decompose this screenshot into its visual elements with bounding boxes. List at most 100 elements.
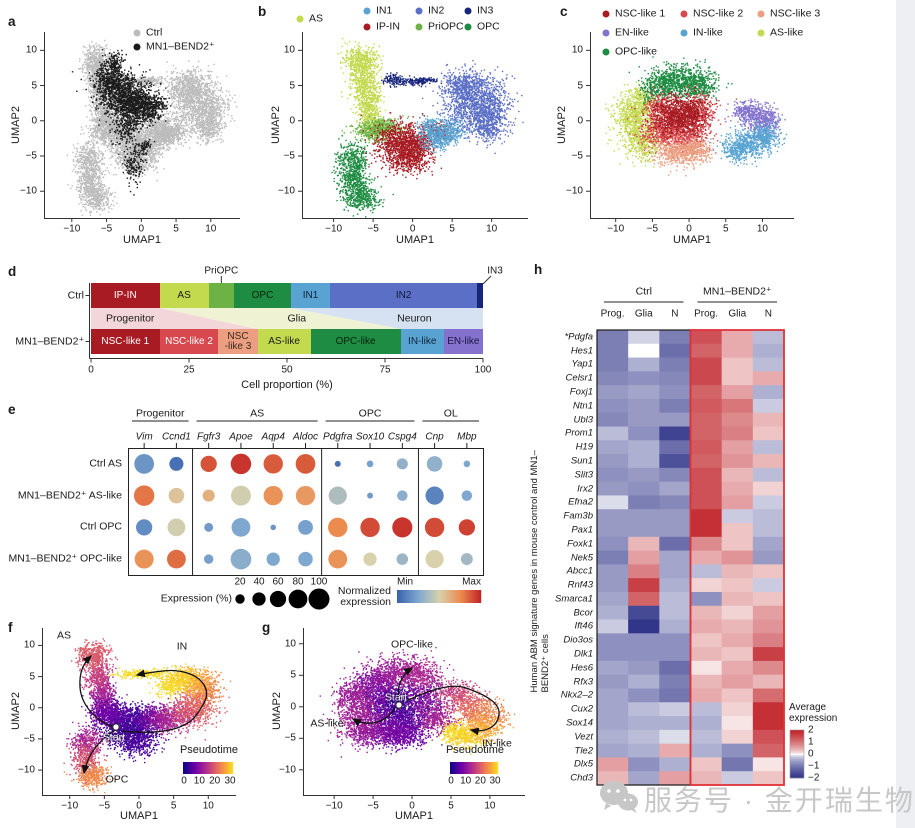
a-xaxis-label: UMAP1 [123,234,161,246]
e-row-label: Ctrl OPC [80,520,122,533]
c-yaxis-label: UMAP2 [556,106,568,144]
c-legend-dot [602,29,610,37]
c-ytick: 0 [577,115,583,127]
c-ytick: 5 [577,80,583,92]
h-colorbar-title: Average expression [789,702,838,724]
d-xtick: 50 [281,364,293,375]
h-col-label: Glia [634,308,653,320]
a-ytick: 5 [31,80,37,92]
b-ytick: 5 [289,80,295,92]
a-ytick: −10 [20,185,37,197]
g-pseudotime-tick: 20 [474,775,486,787]
e-color-legend-max: Max [462,576,481,588]
bar-segment-IP-IN: IP-IN [91,283,160,308]
h-gene-label: Efna2 [568,496,593,508]
bar-segment-NSC-like 1: NSC-like 1 [91,329,160,354]
f-pseudotime-tick: 0 [181,775,187,787]
b-yaxis-label: UMAP2 [270,106,282,144]
a-xtick: 5 [173,223,179,235]
d-xtick: 0 [88,364,94,375]
a-legend-dot [133,29,141,37]
h-gene-label: Smarca1 [554,593,593,605]
f-ytick: 5 [29,671,35,683]
d-xaxis-label: Cell proportion (%) [241,379,333,391]
b-ytick: −5 [283,150,295,162]
g-ytick: 5 [290,669,296,681]
f-yaxis-label: UMAP2 [10,692,22,730]
a-xtick: −5 [100,223,113,235]
b-legend-label: IN2 [428,4,445,17]
h-gene-label: Abcc1 [566,565,593,577]
panel-letter-b: b [258,4,267,19]
g-xtick: −5 [367,800,379,812]
c-xtick: −10 [607,223,625,235]
f-annotation: IN [176,640,188,653]
h-col-label: N [671,308,679,320]
f-ytick: −5 [23,733,35,745]
a-yaxis-label: UMAP2 [10,106,22,144]
h-gene-label: Ift46 [574,620,594,632]
g-annotation: Start [384,691,408,704]
h-gene-label: H19 [575,441,593,453]
g-ytick: −5 [284,732,296,744]
b-legend-label: IN3 [477,4,494,17]
h-gene-label: Nek5 [570,552,593,563]
a-legend-label: MN1–BEND2⁺ [146,40,215,53]
e-size-legend-value: 80 [292,576,304,588]
b-legend-dot [415,23,423,31]
h-gene-label: Ubl3 [573,414,593,426]
h-col-label: N [764,308,773,320]
band-label: Progenitor [105,312,155,324]
wechat-icon [600,781,638,813]
c-ytick: −10 [566,185,583,197]
a-xtick: 10 [205,223,217,235]
f-pseudotime-title: Pseudotime [179,744,239,756]
h-gene-label: Prom1 [565,427,593,439]
f-xtick: −10 [61,800,79,812]
e-size-legend-label: Expression (%) [160,592,232,605]
b-legend-label: OPC [477,20,500,33]
panel-letter-g: g [262,620,271,635]
f-ytick: 10 [23,639,35,651]
e-color-legend-label: Normalized expression [337,585,391,608]
a-xtick: −10 [63,223,81,235]
g-annotation: OPC-like [390,638,434,651]
h-gene-label: Dlk1 [573,648,593,660]
band-label: Glia [287,312,307,324]
c-legend-dot [602,10,610,18]
b-legend-label: PriOPC [428,20,464,33]
e-group-label: OPC [358,407,382,420]
e-group-label: AS [250,407,265,420]
b-xtick: 5 [449,223,455,235]
bar-segment-unlabeled [208,283,235,308]
e-group-label: OL [443,407,458,420]
h-gene-label: Celsr1 [565,372,593,384]
g-xtick: −10 [325,800,343,812]
h-gene-label: Cux2 [570,703,593,715]
c-xtick: −5 [646,223,659,235]
d-callout-in3: IN3 [487,265,503,277]
f-xtick: 10 [202,800,214,812]
h-gene-label: Hes6 [570,662,593,674]
e-gene-label: Ccnd1 [161,431,191,443]
c-legend-dot [757,10,765,18]
d-callout-priopc: PriOPC [204,265,239,277]
b-xtick: 10 [486,223,498,235]
g-pseudotime-tick: 0 [448,775,454,787]
watermark-text: 服务号 · 金开瑞生物 [644,785,915,816]
g-xtick: 5 [448,800,454,812]
c-ytick: −5 [571,150,583,162]
bar-segment-IN-like: IN-like [400,329,444,354]
g-yaxis-label: UMAP2 [271,692,283,730]
e-size-legend-value: 20 [234,576,246,588]
h-gene-label: Fam3b [563,510,593,522]
h-group-label: MN1–BEND2⁺ [702,285,772,298]
e-gene-label: Vim [135,431,153,443]
h-gene-label: Yap1 [571,358,593,370]
b-legend-label: IN1 [376,4,393,17]
h-gene-label: Bcor [573,607,593,619]
bar-segment-unlabeled [477,283,483,308]
b-legend-dot [464,23,472,31]
d-xtick: 100 [474,364,492,375]
bar-segment-IN1: IN1 [290,283,331,308]
